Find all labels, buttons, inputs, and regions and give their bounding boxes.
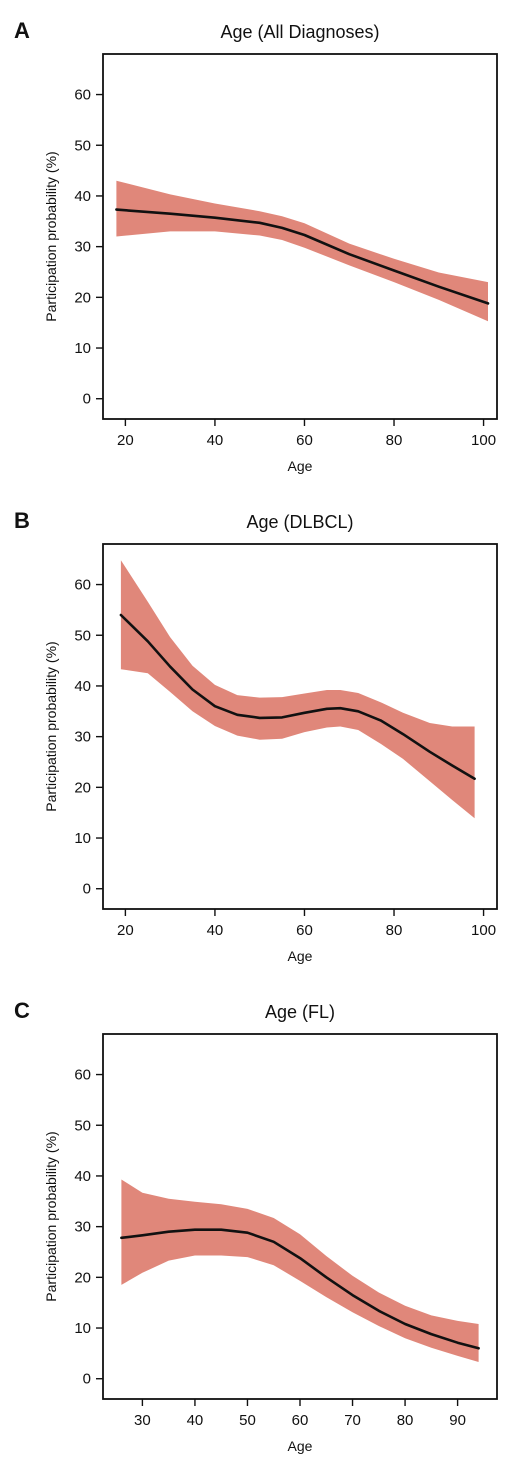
y-tick-label: 50 (74, 137, 91, 154)
y-tick-label: 30 (74, 239, 91, 256)
y-tick-label: 40 (74, 1168, 91, 1185)
y-tick-label: 30 (74, 729, 91, 746)
x-tick-label: 90 (449, 1412, 466, 1429)
chart-title: Age (DLBCL) (246, 512, 353, 532)
confidence-band (116, 180, 489, 322)
y-tick-label: 20 (74, 289, 91, 306)
panel-letter-a: A (14, 18, 30, 43)
y-tick-label: 10 (74, 1320, 91, 1337)
x-tick-label: 100 (471, 432, 496, 449)
y-tick-label: 0 (83, 881, 91, 898)
estimate-line (120, 1228, 480, 1350)
panel-letter-c: C (14, 998, 30, 1023)
confidence-band (121, 1179, 479, 1362)
chart-title: Age (FL) (265, 1002, 335, 1022)
y-tick-label: 40 (74, 678, 91, 695)
x-tick-label: 20 (117, 432, 134, 449)
x-tick-label: 40 (207, 432, 224, 449)
x-tick-label: 40 (187, 1412, 204, 1429)
y-tick-label: 20 (74, 779, 91, 796)
x-tick-label: 100 (471, 922, 496, 939)
x-tick-label: 80 (386, 922, 403, 939)
x-tick-label: 50 (239, 1412, 256, 1429)
panel-a: A Age (All Diagnoses) 0 10 20 30 40 50 60 20 40 60 8… (0, 0, 520, 490)
y-tick-label: 0 (83, 1371, 91, 1388)
y-tick-label: 0 (83, 391, 91, 408)
x-tick-label: 70 (344, 1412, 361, 1429)
x-tick-label: 20 (117, 922, 134, 939)
y-axis-label: Participation probability (%) (43, 641, 59, 811)
chart-b: B Age (DLBCL) 0 10 20 30 40 50 60 20 40 60 80 100 Age P… (14, 508, 498, 964)
x-tick-label: 60 (292, 1412, 309, 1429)
y-tick-label: 50 (74, 1117, 91, 1134)
plot-frame (102, 543, 498, 910)
y-tick-label: 60 (74, 1067, 91, 1084)
confidence-band (120, 560, 475, 819)
chart-title: Age (All Diagnoses) (220, 22, 379, 42)
y-tick-label: 20 (74, 1269, 91, 1286)
y-tick-label: 30 (74, 1219, 91, 1236)
y-axis-label: Participation probability (%) (43, 1131, 59, 1301)
panel-letter-b: B (14, 508, 30, 533)
chart-a: A Age (All Diagnoses) 0 10 20 30 40 50 60 20 40 60 8… (14, 18, 498, 474)
x-tick-label: 80 (397, 1412, 414, 1429)
estimate-line (119, 613, 476, 781)
y-tick-label: 40 (74, 188, 91, 205)
x-tick-label: 40 (207, 922, 224, 939)
x-tick-label: 80 (386, 432, 403, 449)
x-tick-label: 60 (296, 432, 313, 449)
y-axis-label: Participation probability (%) (43, 151, 59, 321)
panel-c: C Age (FL) 0 10 20 30 40 50 60 30 40 50 60 70 80 90 Age P… (0, 980, 520, 1470)
x-axis-label: Age (288, 1438, 313, 1454)
y-tick-label: 10 (74, 830, 91, 847)
y-tick-label: 60 (74, 577, 91, 594)
chart-c: C Age (FL) 0 10 20 30 40 50 60 30 40 50 60 70 80 90 Age P… (14, 998, 498, 1454)
x-tick-label: 60 (296, 922, 313, 939)
y-tick-label: 10 (74, 340, 91, 357)
estimate-line (115, 208, 490, 305)
x-tick-label: 30 (134, 1412, 151, 1429)
y-tick-label: 50 (74, 627, 91, 644)
plot-frame (102, 53, 498, 420)
x-axis-label: Age (288, 948, 313, 964)
y-tick-label: 60 (74, 87, 91, 104)
x-axis-label: Age (288, 458, 313, 474)
panel-b: B Age (DLBCL) 0 10 20 30 40 50 60 20 40 60 80 100 Age P… (0, 490, 520, 980)
